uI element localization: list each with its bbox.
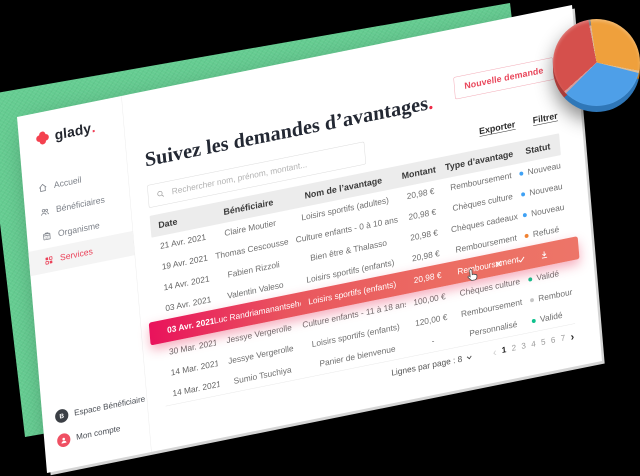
page-number-5[interactable]: 5 [540,337,546,348]
table-body: 21 Avr. 2021 Claire Moutier Loisirs sporti… [148,155,580,406]
logo: glady. [34,114,124,148]
sidebar-item-label: Services [59,246,94,263]
search-bar [147,141,367,209]
table-row-highlighted[interactable]: 03 Avr. 2021 Luc Randriamanantseheno Loisi… [148,236,580,346]
status-dot [522,212,527,218]
export-link[interactable]: Exporter [478,119,516,137]
building-icon [42,230,53,242]
app-window: glady. Accueil Bénéficiaires Organisme Serv… [17,5,603,474]
mouse-cursor-icon [465,266,482,285]
status-label: Validé [539,310,563,325]
page-number-2[interactable]: 2 [511,343,517,354]
page-number-4[interactable]: 4 [530,339,537,350]
rows-per-page-label: Lignes par page : 8 [390,353,463,378]
status-label: Validé [536,268,560,283]
chevron-down-icon [466,355,472,360]
status-dot [520,192,526,197]
logo-dot: . [90,119,96,136]
status-dot [528,277,533,282]
home-icon [37,182,48,194]
people-icon [40,206,51,218]
requests-table: Date Bénéficiaire Nom de l’avantage Montant… [148,133,580,431]
services-icon [44,254,55,266]
page-number-7[interactable]: 7 [560,333,566,344]
logo-text: glady [54,120,92,143]
page-number-3[interactable]: 3 [521,341,527,352]
sidebar-bottom: B Espace Bénéficiaire Mon compte [41,387,149,456]
sidebar-item-label: Organisme [57,220,101,239]
sidebar: glady. Accueil Bénéficiaires Organisme Serv… [17,95,152,474]
sidebar-item-mon-compte[interactable]: Mon compte [44,411,150,456]
cell-date: 03 Avr. 2021 [166,316,215,336]
row-actions [493,242,549,276]
check-icon [517,254,526,264]
beneficiary-avatar: B [54,407,69,424]
close-icon [494,259,503,269]
table-tools: Exporter Filtrer [479,111,558,137]
user-avatar [56,432,71,449]
cell-amount: 20,98 € [413,270,442,286]
glady-logo-icon [36,131,49,145]
title-accent-dot: . [426,90,434,114]
filter-link[interactable]: Filtrer [532,110,558,126]
search-icon [157,190,165,197]
sidebar-item-organisme[interactable]: Organisme [26,207,132,252]
status-dot [524,233,529,239]
reject-action[interactable] [494,259,503,269]
sidebar-item-beneficiaires[interactable]: Bénéficiaires [24,183,130,228]
page-prev-arrow[interactable]: ‹ [492,345,497,359]
status-label: Nouveau [529,181,563,198]
status-dot [529,297,535,303]
status-label: Remboursé [537,287,573,304]
status-dot [519,171,524,176]
page-number-6[interactable]: 6 [550,335,556,346]
person-icon [61,437,67,444]
download-icon [540,249,549,259]
rows-per-page-control[interactable]: Lignes par page : 8 [391,352,473,378]
sidebar-item-label: Mon compte [75,424,121,442]
sidebar-item-label: Bénéficiaires [55,194,106,215]
main-content: Nouvelle demande Suivez les demandes d’a… [122,5,602,452]
status-label: Nouveau [530,202,565,219]
page-next-arrow[interactable]: › [570,329,575,343]
page-number-1[interactable]: 1 [501,345,507,356]
pie-chart-top [553,19,640,106]
status-label: Refusé [532,224,560,240]
sidebar-nav: Accueil Bénéficiaires Organisme Services [22,158,135,277]
download-action[interactable] [540,249,549,259]
status-dot [531,318,536,324]
sidebar-item-services[interactable]: Services [28,230,135,277]
status-label: Nouveau [527,160,562,177]
pie-chart [553,19,640,112]
sidebar-item-accueil[interactable]: Accueil [22,158,128,203]
approve-action[interactable] [517,254,526,264]
sidebar-item-label: Accueil [53,174,82,190]
